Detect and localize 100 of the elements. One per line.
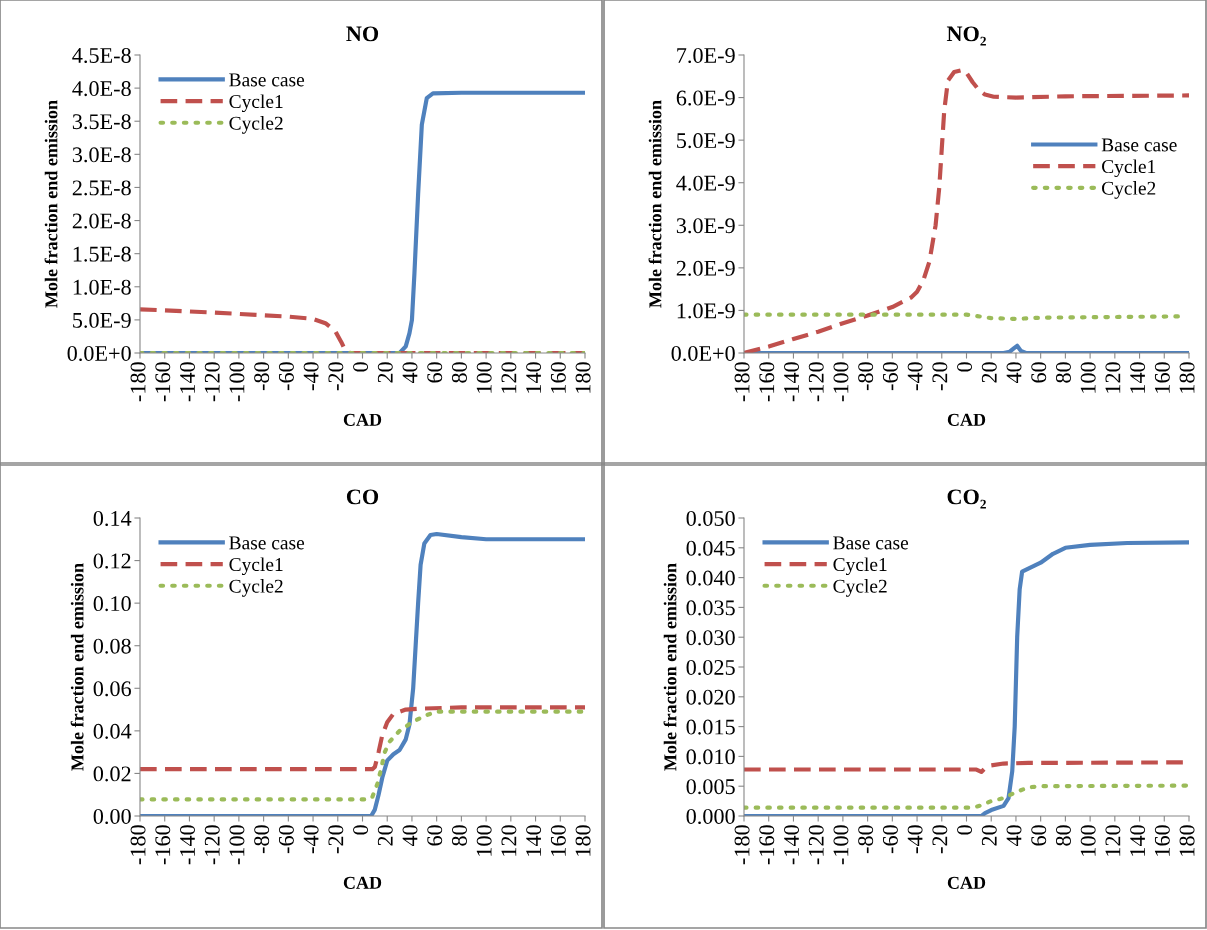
x-tick-label: 140 <box>1130 825 1146 856</box>
y-tick-label: 0.035 <box>686 600 735 616</box>
y-axis-title: Mole fraction end emission <box>663 563 677 771</box>
x-tick-label: 120 <box>501 362 517 393</box>
x-tick-label: 20 <box>981 825 997 846</box>
x-tick-label: -80 <box>254 825 270 854</box>
x-tick-label: 80 <box>1055 362 1071 383</box>
x-tick-label: 0 <box>957 825 973 835</box>
y-axis-title: Mole fraction end emission <box>648 100 662 308</box>
x-tick-label: 40 <box>1006 362 1022 384</box>
y-tick-label: 0.0E+0 <box>67 345 131 362</box>
x-tick-label: 40 <box>1006 825 1022 847</box>
x-tick-label: -100 <box>229 825 245 865</box>
x-tick-label: 160 <box>550 362 566 393</box>
x-tick-label: -160 <box>155 825 171 865</box>
y-tick-label: 6.0E-9 <box>676 90 735 106</box>
y-tick-label: 5.0E-9 <box>677 133 735 149</box>
chart-title: NO <box>346 26 379 42</box>
x-tick-label: -40 <box>303 362 319 391</box>
y-tick-label: 0.010 <box>686 749 735 765</box>
x-tick-label: 40 <box>402 362 418 384</box>
x-tick-label: 180 <box>1179 825 1195 856</box>
x-tick-label: -180 <box>734 825 750 865</box>
x-tick-label: 60 <box>427 362 443 383</box>
x-tick-label: 0 <box>957 362 973 372</box>
y-tick-label: 0.020 <box>686 689 735 705</box>
x-tick-label: 120 <box>1105 825 1121 856</box>
y-tick-label: 0.005 <box>686 779 735 795</box>
x-axis-title: CAD <box>343 413 382 426</box>
y-tick-label: 4.0E-9 <box>676 175 735 191</box>
y-tick-label: 0.015 <box>686 719 735 735</box>
x-tick-label: 160 <box>1154 825 1170 856</box>
x-tick-label: 0 <box>353 362 369 372</box>
x-axis-title: CAD <box>947 413 986 426</box>
x-tick-label: 100 <box>476 362 492 393</box>
x-tick-label: -80 <box>858 825 874 854</box>
x-tick-label: 20 <box>981 362 997 383</box>
x-tick-label: -100 <box>833 825 849 865</box>
x-tick-label: 180 <box>575 825 591 856</box>
x-tick-label: -20 <box>932 362 948 391</box>
y-axis-title: Mole fraction end emission <box>44 100 58 308</box>
x-tick-label: 80 <box>451 825 467 846</box>
y-tick-label: 7.0E-9 <box>677 47 735 64</box>
x-tick-label: -120 <box>808 362 824 402</box>
legend-label: Cycle2 <box>833 579 887 597</box>
y-tick-label: 4.5E-8 <box>72 47 131 64</box>
legend-label: Cycle2 <box>229 579 283 597</box>
legend-label: Cycle2 <box>229 116 283 134</box>
x-axis-title: CAD <box>343 876 382 889</box>
x-tick-label: 140 <box>526 362 542 393</box>
x-tick-label: -120 <box>808 825 824 865</box>
x-tick-label: 60 <box>1031 825 1047 846</box>
x-tick-label: -120 <box>204 825 220 865</box>
x-tick-label: 180 <box>1179 362 1195 393</box>
x-tick-label: 100 <box>1080 825 1096 856</box>
x-tick-label: 160 <box>1154 362 1170 393</box>
y-tick-label: 4.0E-8 <box>72 81 131 97</box>
line-series <box>744 783 1189 810</box>
x-tick-label: -160 <box>155 362 171 402</box>
y-tick-label: 0.00 <box>93 808 131 825</box>
y-tick-label: 0.050 <box>686 510 735 527</box>
x-tick-label: 80 <box>1055 825 1071 846</box>
x-tick-label: 140 <box>1130 362 1146 393</box>
y-tick-label: 1.0E-9 <box>677 303 735 319</box>
x-tick-label: -180 <box>130 362 146 402</box>
x-tick-label: -80 <box>858 362 874 391</box>
x-tick-label: -140 <box>784 825 800 865</box>
x-tick-label: -40 <box>907 362 923 391</box>
x-axis-title: CAD <box>947 876 986 889</box>
y-tick-label: 0.04 <box>93 723 132 739</box>
chart-title: CO₂ <box>947 489 986 509</box>
x-tick-label: -60 <box>278 362 294 391</box>
x-tick-label: -60 <box>278 825 294 854</box>
x-tick-label: 180 <box>575 362 591 393</box>
y-tick-label: 0.06 <box>93 681 131 697</box>
y-tick-label: 1.0E-8 <box>73 279 131 295</box>
x-tick-label: 60 <box>1031 362 1047 383</box>
chart-title: CO <box>346 489 379 505</box>
y-tick-label: 0.10 <box>93 596 131 612</box>
x-tick-label: -180 <box>130 825 146 865</box>
x-tick-label: 100 <box>476 825 492 856</box>
x-tick-label: 140 <box>526 825 542 856</box>
x-tick-label: -20 <box>328 825 344 854</box>
y-tick-label: 0.14 <box>93 510 132 527</box>
legend-label: Base case <box>1101 138 1177 152</box>
y-tick-label: 5.0E-9 <box>73 312 131 328</box>
y-tick-label: 0.030 <box>686 630 735 646</box>
x-tick-label: 20 <box>377 362 393 383</box>
legend-label: Cycle1 <box>833 557 887 576</box>
x-tick-label: -160 <box>759 362 775 402</box>
legend-label: Cycle2 <box>1102 181 1156 199</box>
y-tick-label: 0.08 <box>93 638 131 654</box>
y-tick-label: 2.0E-9 <box>676 260 735 276</box>
x-tick-label: 160 <box>550 825 566 856</box>
line-series <box>140 709 585 802</box>
x-tick-label: -180 <box>734 362 750 402</box>
x-tick-label: 20 <box>377 825 393 846</box>
legend-label: Base case <box>229 536 305 550</box>
legend-label: Cycle1 <box>229 94 283 113</box>
legend-label: Cycle1 <box>1102 159 1156 178</box>
